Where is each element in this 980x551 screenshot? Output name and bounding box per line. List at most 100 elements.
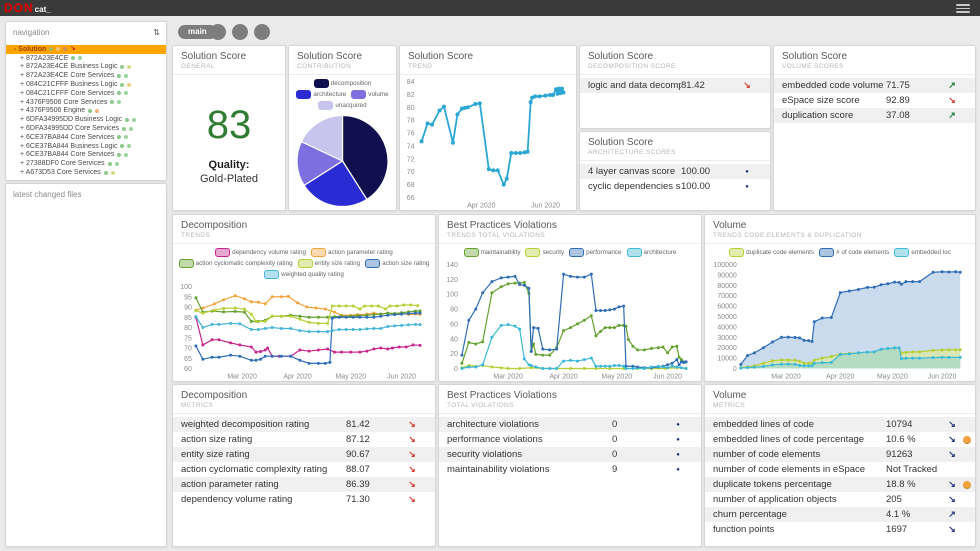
trend-down-icon: ↘	[408, 464, 416, 474]
nav-item[interactable]: - Solution ↘	[6, 45, 166, 54]
metric-row[interactable]: logic and data decomposition score81.42 ↘	[580, 78, 770, 93]
metric-row[interactable]: dependency volume rating 71.30 ↘	[173, 492, 435, 507]
pie-slice-unacquired[interactable]	[300, 114, 344, 162]
decomposition-score-table: logic and data decomposition score81.42 ↘	[580, 75, 770, 96]
svg-text:70: 70	[184, 346, 192, 353]
metric-row[interactable]: maintainability violations 9 ●	[439, 462, 701, 477]
nav-item-label: + 4376F9506 Engine	[20, 107, 86, 115]
nav-item[interactable]: + 6DFA34995DD Business Logic	[6, 115, 166, 124]
legend-item[interactable]: decomposition	[313, 79, 372, 88]
status-dot	[117, 152, 122, 157]
legend-item[interactable]: security	[525, 248, 564, 257]
legend-swatch	[626, 248, 642, 257]
metric-row[interactable]: action cyclomatic complexity rating 88.07…	[173, 462, 435, 477]
svg-text:72: 72	[407, 156, 415, 163]
svg-text:Apr 2020: Apr 2020	[549, 374, 578, 381]
svg-text:90000: 90000	[717, 272, 737, 279]
nav-item[interactable]: + 872A23E4CE Business Logic	[6, 63, 166, 72]
metric-row[interactable]: weighted decomposition rating 81.42 ↘	[173, 417, 435, 432]
legend-item[interactable]: duplicate code elements	[729, 248, 814, 257]
legend-swatch	[894, 248, 910, 257]
legend-item[interactable]: volume	[351, 90, 389, 99]
nav-item[interactable]: + 4376F9506 Core Services	[6, 98, 166, 107]
nav-item[interactable]: + 872A23E4CE Core Services	[6, 71, 166, 80]
neutral-dot-icon: ●	[745, 168, 749, 175]
metric-value: 0	[612, 419, 618, 430]
nav-item[interactable]: + 27388DF0 Core Services	[6, 159, 166, 168]
trend-down-icon: ↘	[408, 419, 416, 429]
nav-item-label: - Solution	[14, 45, 47, 53]
legend-item[interactable]: embedded loc	[894, 248, 951, 257]
nav-item[interactable]: + 4376F9506 Engine	[6, 107, 166, 116]
metric-value: 100.00	[681, 166, 711, 177]
metric-row[interactable]: eSpace size score 92.89 ↘	[774, 93, 975, 108]
metric-row[interactable]: number of code elements in eSpace Not Tra…	[705, 462, 975, 477]
svg-text:60: 60	[184, 366, 192, 373]
nav-item[interactable]: + 6DFA34995DD Core Services	[6, 124, 166, 133]
trend-down-icon: ↘	[743, 80, 751, 90]
metric-row[interactable]: architecture violations 0 ●	[439, 417, 701, 432]
warning-emoji-icon	[962, 480, 971, 489]
legend-item[interactable]: dependency volume rating	[215, 248, 306, 257]
status-dot	[49, 47, 54, 52]
legend-item[interactable]: entity size rating	[297, 259, 360, 268]
nav-item[interactable]: + 6CE37BA844 Business Logic	[6, 142, 166, 151]
nav-item-label: + 6CE37BA844 Core Services	[20, 133, 115, 141]
metric-row[interactable]: performance violations 0 ●	[439, 432, 701, 447]
latest-changed-files-panel: latest changed files	[5, 183, 167, 547]
metric-label: dependency volume rating	[181, 494, 293, 505]
nav-item-label: + A673D53 Core Services	[20, 169, 101, 177]
nav-item[interactable]: + 872A23E4CE	[6, 54, 166, 63]
toolbar-dot-2[interactable]	[232, 24, 248, 40]
metric-label: action cyclomatic complexity rating	[181, 464, 328, 475]
metric-row[interactable]: number of application objects 205 ↘	[705, 492, 975, 507]
legend-item[interactable]: weighted quality rating	[264, 270, 344, 279]
metric-row[interactable]: number of code elements 91263 ↘	[705, 447, 975, 462]
card-solution-score-contribution: Solution Score CONTRIBUTION decompositio…	[288, 45, 397, 211]
legend-item[interactable]: action cyclomatic complexity rating	[178, 259, 293, 268]
legend-item[interactable]: # of code elements	[819, 248, 889, 257]
nav-item[interactable]: + 084C21CFFF Business Logic	[6, 80, 166, 89]
metric-row[interactable]: embedded lines of code percentage 10.6 % ↘	[705, 432, 975, 447]
metric-label: embedded code volume score	[782, 80, 886, 91]
metric-row[interactable]: embedded lines of code 10794 ↘	[705, 417, 975, 432]
toolbar-dot-1[interactable]	[210, 24, 226, 40]
legend-swatch	[296, 90, 312, 99]
violations-trends-legend: maintainability security performance archit…	[439, 244, 701, 258]
sort-icon[interactable]: ⇅	[153, 28, 160, 37]
metric-row[interactable]: entity size rating 90.67 ↘	[173, 447, 435, 462]
hamburger-menu-icon[interactable]	[956, 4, 970, 13]
legend-item[interactable]: performance	[569, 248, 622, 257]
legend-item[interactable]: architecture	[626, 248, 676, 257]
metric-row[interactable]: 4 layer canvas score 100.00 ●	[580, 164, 770, 179]
nav-item[interactable]: + 084C21CFFF Core Services	[6, 89, 166, 98]
branch-pill-main[interactable]: main	[178, 25, 217, 39]
trend-down-icon: ↘	[948, 419, 956, 429]
legend-item[interactable]: action parameter rating	[311, 248, 393, 257]
nav-item[interactable]: + 6CE37BA844 Core Services	[6, 151, 166, 160]
metric-row[interactable]: duplicate tokens percentage 18.8 % ↘	[705, 477, 975, 492]
legend-label: decomposition	[330, 80, 372, 87]
legend-item[interactable]: unacquired	[318, 101, 367, 110]
legend-item[interactable]: architecture	[296, 90, 346, 99]
svg-text:100: 100	[446, 292, 458, 299]
legend-item[interactable]: maintainability	[463, 248, 520, 257]
legend-label: dependency volume rating	[232, 249, 307, 256]
pie-slice-volume[interactable]	[296, 140, 344, 187]
metric-row[interactable]: embedded code volume score71.75 ↗	[774, 78, 975, 93]
metric-row[interactable]: duplication score 37.08 ↗	[774, 108, 975, 123]
metric-row[interactable]: churn percentage 4.1 % ↗	[705, 507, 975, 522]
metric-row[interactable]: security violations 0 ●	[439, 447, 701, 462]
pie-slice-architecture[interactable]	[303, 160, 368, 208]
metric-row[interactable]: action size rating 87.12 ↘	[173, 432, 435, 447]
nav-item[interactable]: + A673D53 Core Services	[6, 168, 166, 177]
metric-row[interactable]: action parameter rating 86.39 ↘	[173, 477, 435, 492]
svg-text:65: 65	[184, 356, 192, 363]
legend-item[interactable]: action size rating	[365, 259, 429, 268]
metric-row[interactable]: function points 1697 ↘	[705, 522, 975, 537]
status-dot	[95, 108, 100, 113]
nav-item[interactable]: + 6CE37BA844 Core Services	[6, 133, 166, 142]
toolbar-dot-3[interactable]	[254, 24, 270, 40]
status-dot	[107, 161, 112, 166]
